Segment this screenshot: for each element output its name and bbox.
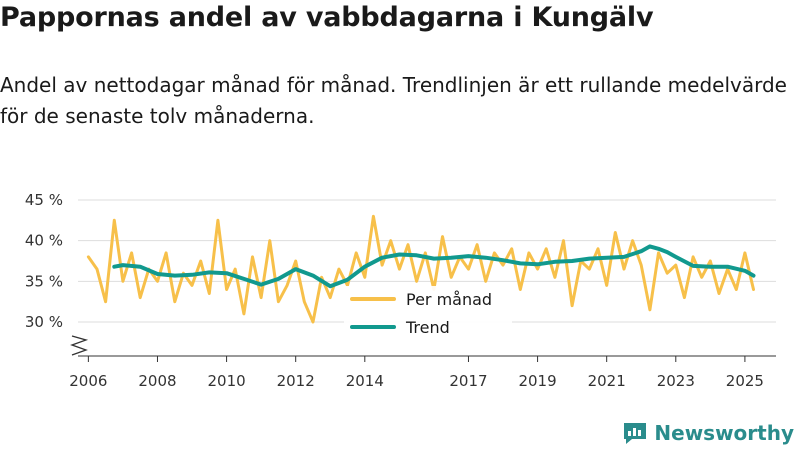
x-tick-label-2021: 2021 [588,372,626,390]
x-axis-tick-labels: 2006 2008 2010 2012 2014 2017 2019 2021 2023 2025 [69,372,764,390]
y-axis-break-icon [70,335,89,356]
x-tick-label-2010: 2010 [207,372,245,390]
newsworthy-logo-icon [624,423,647,444]
y-tick-label-40: 40 % [25,232,63,250]
series [86,214,756,324]
newsworthy-logo: Newsworthy [622,420,794,446]
y-tick-label-35: 35 % [25,272,63,290]
y-tick-label-30: 30 % [25,313,63,331]
x-tick-label-2019: 2019 [518,372,556,390]
legend-background [344,286,512,340]
y-tick-label-45: 45 % [25,191,63,209]
series-line-per-manad [86,214,755,324]
x-tick-label-2006: 2006 [69,372,107,390]
x-tick-label-2023: 2023 [657,372,695,390]
x-axis [70,335,776,362]
chart-subtitle: Andel av nettodagar månad för månad. Tre… [0,73,787,128]
chart-title: Pappornas andel av vabbdagarna i Kungälv [0,2,654,33]
x-tick-label-2014: 2014 [346,372,384,390]
series-line-trend [112,244,756,289]
x-tick-label-2025: 2025 [726,372,764,390]
legend-label-per-manad: Per månad [406,290,492,309]
legend-label-trend: Trend [405,318,450,337]
x-tick-label-2008: 2008 [138,372,176,390]
x-tick-label-2017: 2017 [449,372,487,390]
x-tick-label-2012: 2012 [277,372,315,390]
newsworthy-logo-text: Newsworthy [654,421,794,445]
legend: Per månad Trend [344,286,512,340]
y-axis-tick-labels: 30 % 35 % 40 % 45 % [25,191,63,331]
